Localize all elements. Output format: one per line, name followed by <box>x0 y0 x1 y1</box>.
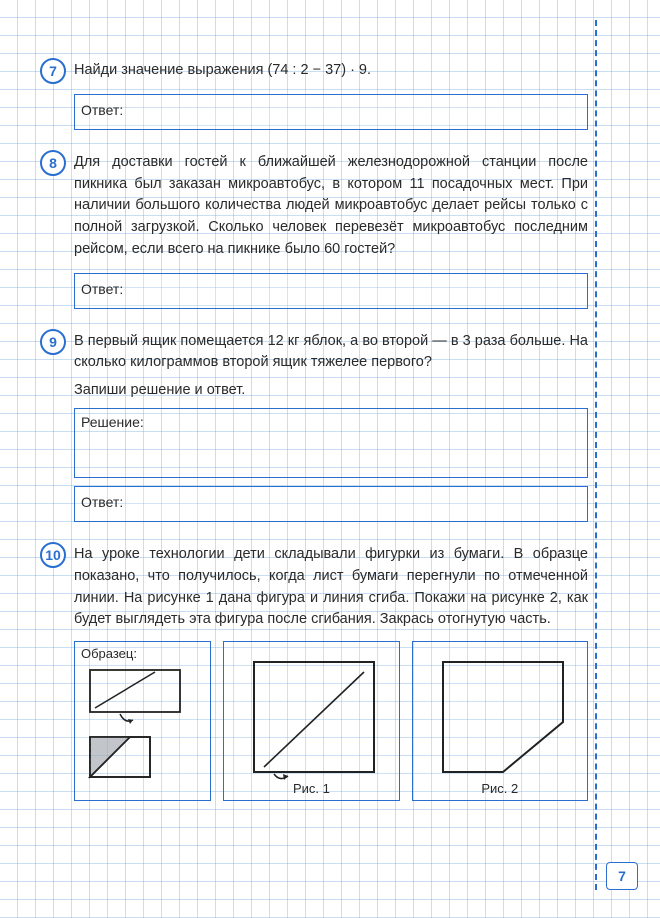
task-number: 8 <box>49 155 57 171</box>
task-10: 10 На уроке технологии дети складывали ф… <box>48 544 588 801</box>
figure-2-label: Рис. 2 <box>481 781 518 796</box>
page-number-box: 7 <box>606 862 638 890</box>
figures-row: Образец: <box>74 641 588 801</box>
solution-label: Решение: <box>81 414 144 430</box>
task-text: Найди значение выражения (74 : 2 − 37) ·… <box>74 60 588 82</box>
figure-2-box[interactable]: Рис. 2 <box>412 641 588 801</box>
answer-box[interactable]: Ответ: <box>74 273 588 309</box>
task-7: 7 Найди значение выражения (74 : 2 − 37)… <box>48 60 588 130</box>
figure-1-label: Рис. 1 <box>293 781 330 796</box>
sample-figure-box: Образец: <box>74 641 211 801</box>
task-number-circle: 10 <box>40 542 66 568</box>
answer-box[interactable]: Ответ: <box>74 486 588 522</box>
task-8: 8 Для доставки гостей к ближайшей железн… <box>48 152 588 309</box>
figure-1-box: Рис. 1 <box>223 641 399 801</box>
answer-label: Ответ: <box>81 494 123 510</box>
task-text: В первый ящик помещается 12 кг яблок, а … <box>74 331 588 375</box>
right-margin-line <box>595 20 598 890</box>
answer-box[interactable]: Ответ: <box>74 94 588 130</box>
task-number: 9 <box>49 334 57 350</box>
sub-instruction: Запиши решение и ответ. <box>74 382 588 398</box>
answer-label: Ответ: <box>81 102 123 118</box>
task-number-circle: 9 <box>40 329 66 355</box>
sample-svg <box>75 642 215 802</box>
solution-box[interactable]: Решение: <box>74 408 588 478</box>
task-text: На уроке технологии дети складывали фигу… <box>74 544 588 631</box>
page-number: 7 <box>618 868 626 884</box>
task-9: 9 В первый ящик помещается 12 кг яблок, … <box>48 331 588 523</box>
content-area: 7 Найди значение выражения (74 : 2 − 37)… <box>48 60 588 823</box>
task-text: Для доставки гостей к ближайшей железнод… <box>74 152 588 261</box>
task-number-circle: 7 <box>40 58 66 84</box>
figure-2-svg <box>413 642 593 802</box>
answer-label: Ответ: <box>81 281 123 297</box>
figure-1-svg <box>224 642 404 802</box>
task-number: 7 <box>49 63 57 79</box>
task-number-circle: 8 <box>40 150 66 176</box>
task-number: 10 <box>45 547 61 563</box>
